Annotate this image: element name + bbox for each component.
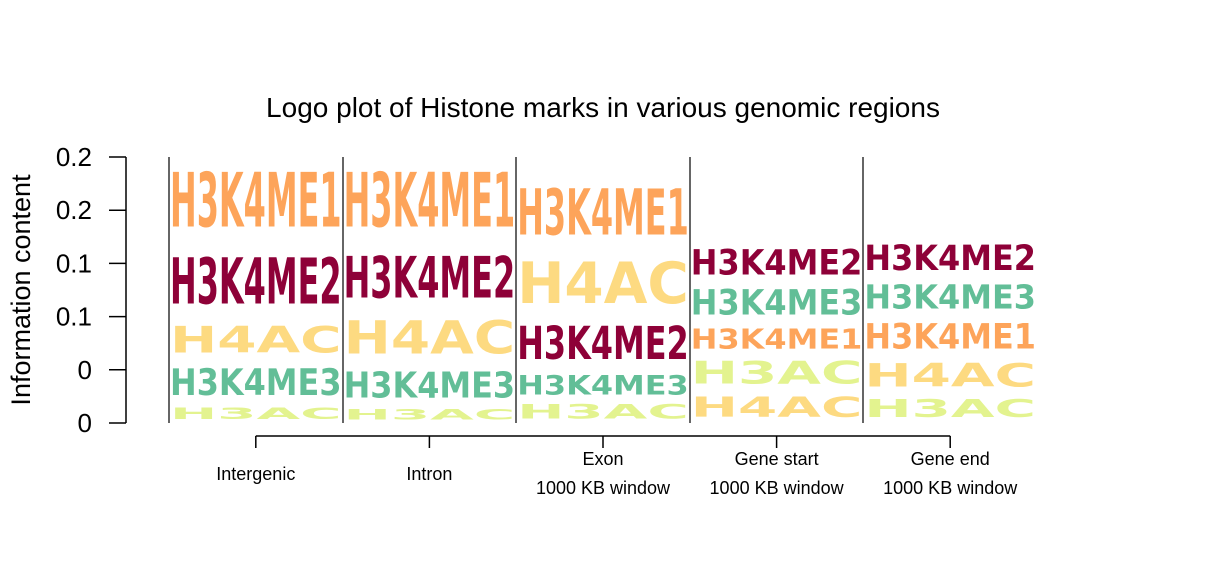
- logo-letter-h4ac: H4AC: [517, 250, 689, 316]
- logo-letter-h3k4me3: H3K4ME3: [170, 362, 342, 405]
- y-tick-label: 0: [78, 408, 92, 438]
- logo-letter-h3k4me1: H3K4ME1: [517, 175, 689, 250]
- x-axis: Intergenic Intron Exon 1000 KB window Gene s…: [216, 435, 1018, 498]
- logo-letter-h3k4me3: H3K4ME3: [864, 278, 1036, 316]
- logo-letter-h4ac: H4AC: [344, 312, 516, 365]
- x-tick-label: 1000 KB window: [710, 478, 845, 498]
- logo-letter-h4ac: H4AC: [170, 320, 342, 362]
- logo-letter-h3ac: H3AC: [517, 401, 689, 423]
- y-tick-label: 0.2: [56, 142, 92, 172]
- y-axis-label: Information content: [6, 174, 36, 406]
- logo-stacks: H3ACH3K4ME3H4ACH3K4ME2H3K4ME1H3ACH3K4ME3…: [170, 157, 1036, 423]
- logo-letter-h3k4me2: H3K4ME2: [344, 244, 516, 311]
- logo-letter-h3k4me2: H3K4ME2: [864, 238, 1036, 279]
- logo-letter-h3ac: H3AC: [344, 406, 516, 423]
- chart-title: Logo plot of Histone marks in various ge…: [266, 92, 940, 123]
- logo-letter-h3ac: H3AC: [864, 395, 1036, 423]
- logo-letter-h4ac: H4AC: [691, 392, 863, 423]
- logo-letter-h3k4me1: H3K4ME1: [691, 323, 863, 355]
- logo-letter-h3k4me3: H3K4ME3: [691, 282, 863, 323]
- x-tick-label: Intron: [406, 464, 452, 484]
- logo-letter-h3k4me3: H3K4ME3: [344, 365, 516, 406]
- logo-letter-h3k4me1: H3K4ME1: [864, 317, 1036, 358]
- logo-letter-h3ac: H3AC: [691, 355, 863, 391]
- logo-letter-h3k4me2: H3K4ME2: [517, 318, 689, 370]
- y-tick-label: 0.1: [56, 248, 92, 278]
- x-tick-label: Gene end: [911, 449, 990, 469]
- x-tick-label: Exon: [582, 449, 623, 469]
- y-tick-label: 0.1: [56, 302, 92, 332]
- logo-letter-h4ac: H4AC: [864, 357, 1036, 395]
- x-tick-label: 1000 KB window: [536, 478, 671, 498]
- logo-letter-h3k4me2: H3K4ME2: [691, 242, 863, 283]
- x-tick-label: 1000 KB window: [883, 478, 1018, 498]
- logo-letter-h3k4me2: H3K4ME2: [170, 244, 342, 319]
- y-tick-label: 0: [78, 355, 92, 385]
- x-tick-label: Gene start: [735, 449, 819, 469]
- column-separators: [168, 157, 864, 423]
- logo-letter-h3ac: H3AC: [170, 404, 342, 423]
- logo-letter-h3k4me1: H3K4ME1: [344, 157, 516, 244]
- x-tick-label: Intergenic: [216, 464, 295, 484]
- logo-letter-h3k4me3: H3K4ME3: [517, 370, 689, 401]
- y-axis: 0 0 0.1 0.1 0.2 0.2: [56, 142, 127, 438]
- y-tick-label: 0.2: [56, 195, 92, 225]
- logo-letter-h3k4me1: H3K4ME1: [170, 157, 342, 244]
